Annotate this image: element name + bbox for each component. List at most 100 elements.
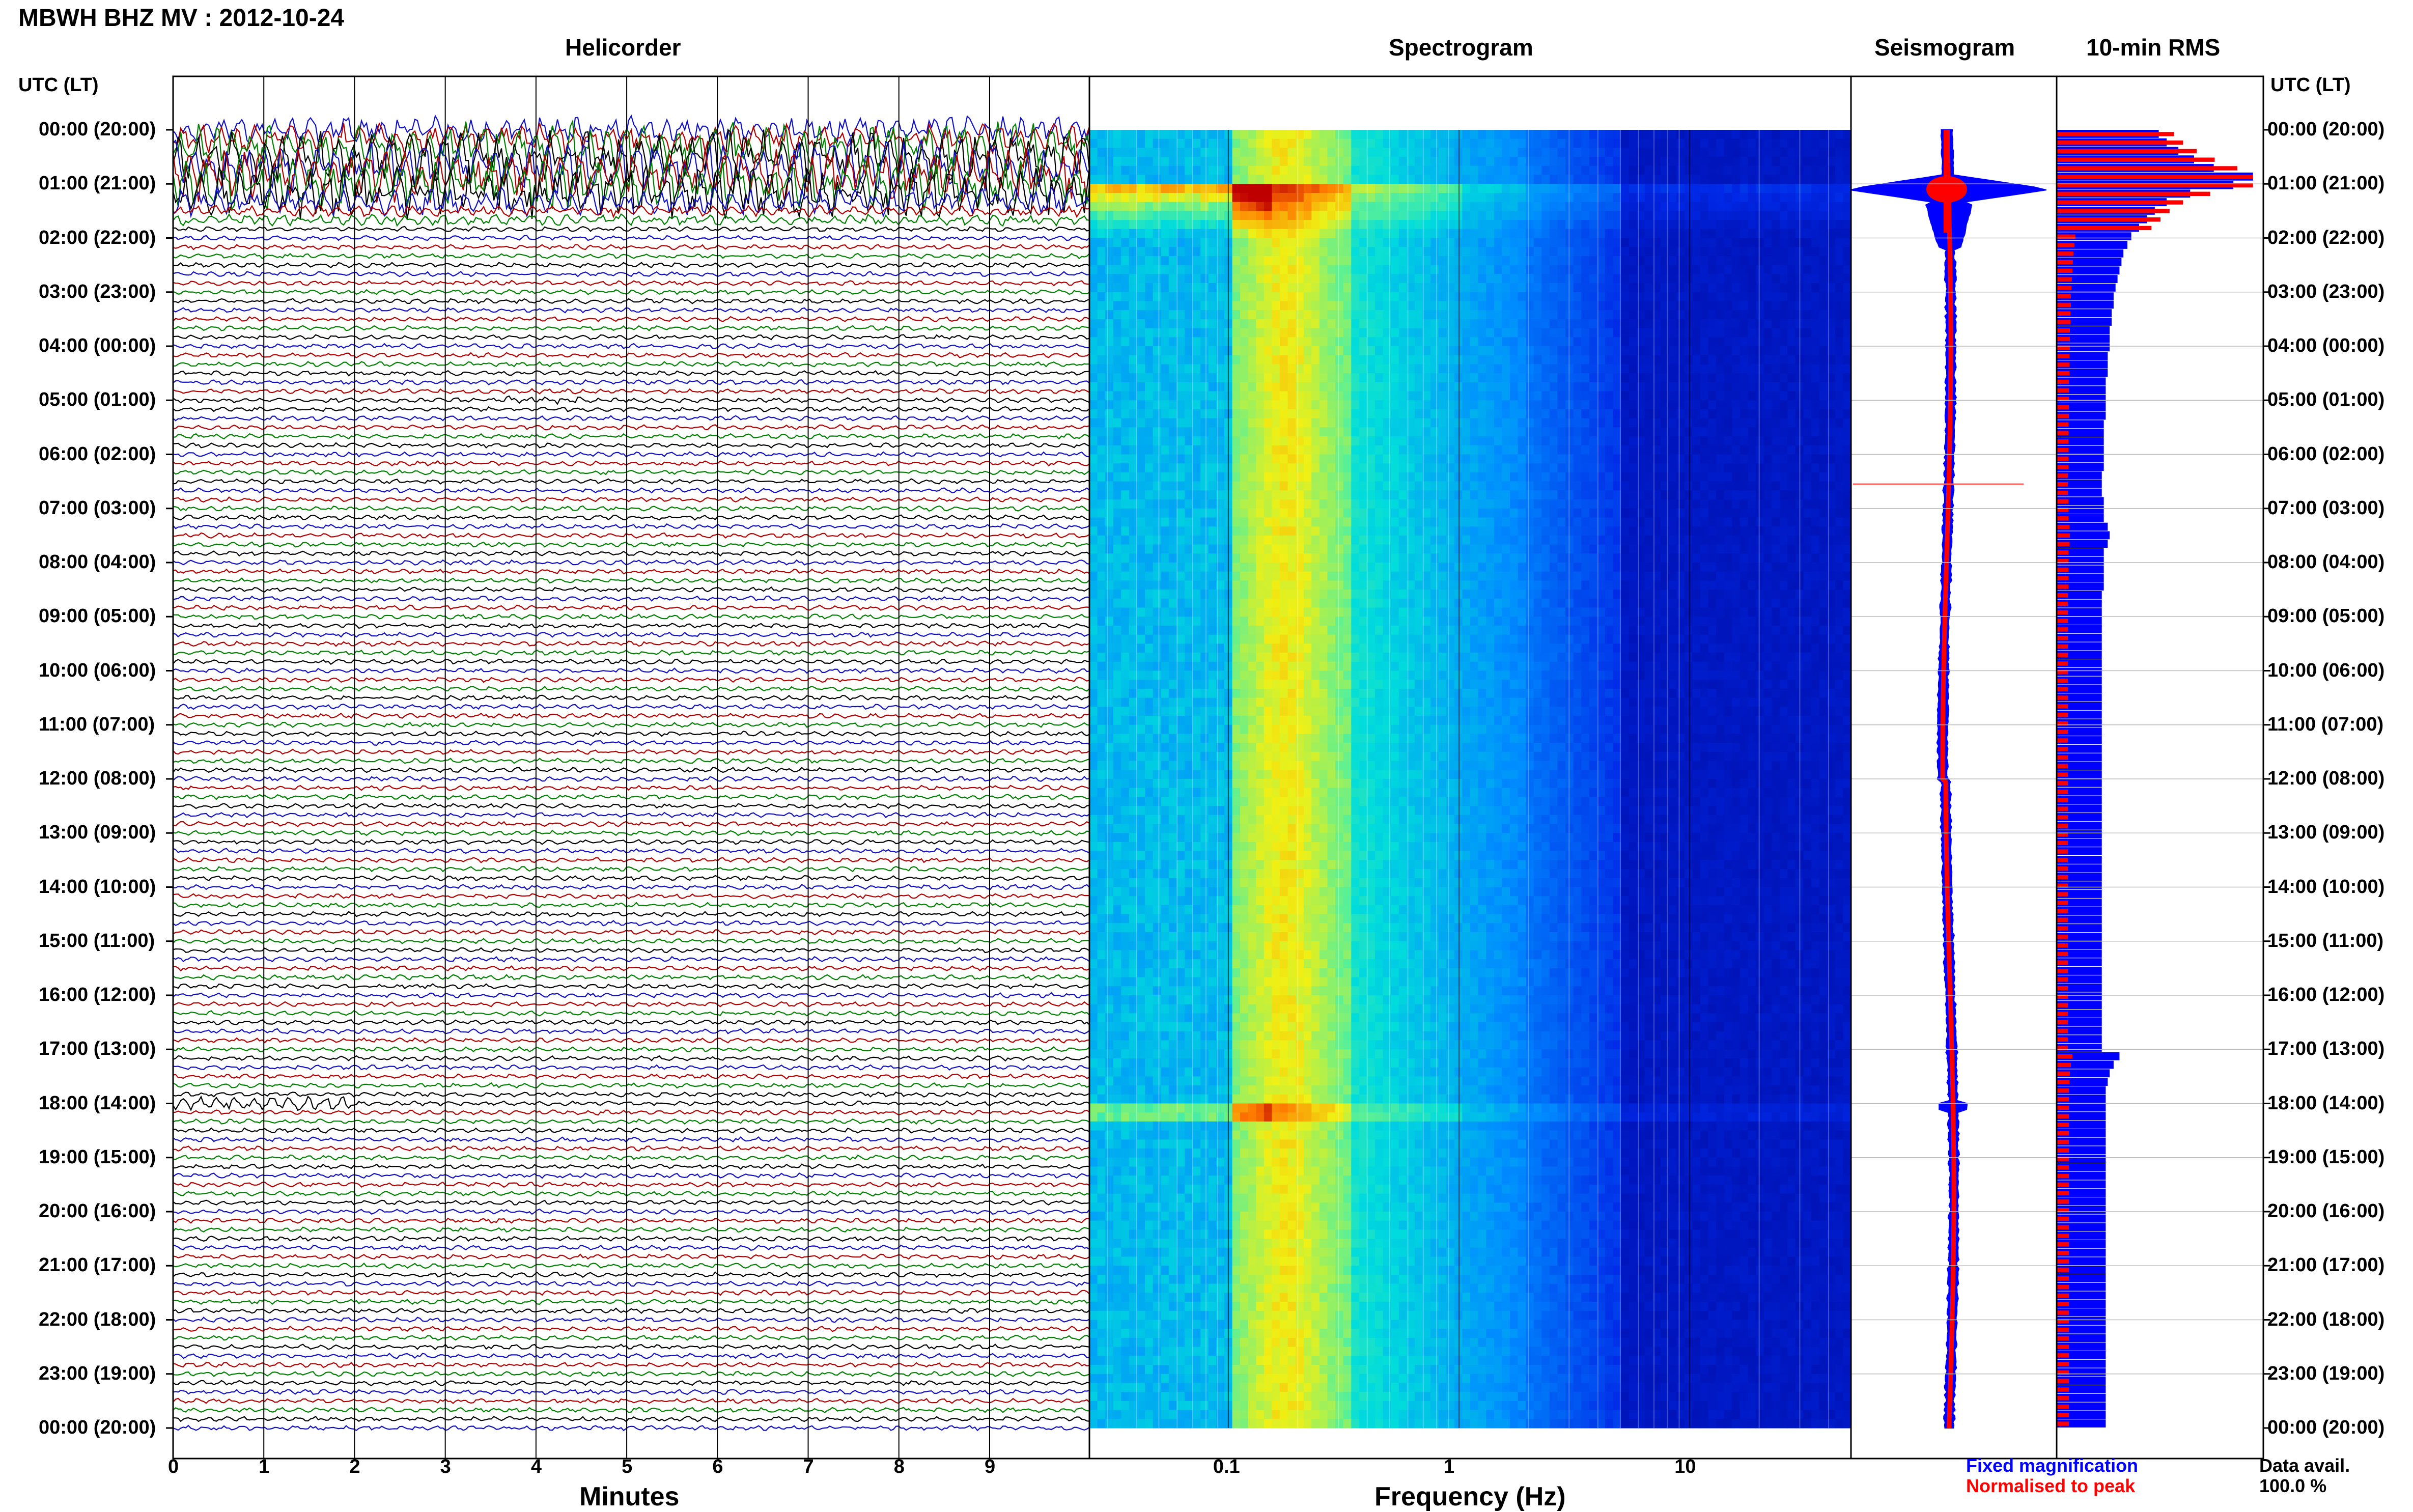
- spectrogram-cell: [1280, 572, 1288, 581]
- spectrogram-cell: [1209, 346, 1217, 355]
- spectrogram-cell: [1169, 175, 1177, 184]
- spectrogram-cell: [1209, 184, 1217, 193]
- spectrogram-cell: [1645, 184, 1653, 193]
- spectrogram-cell: [1708, 256, 1717, 265]
- spectrogram-cell: [1105, 319, 1113, 328]
- spectrogram-cell: [1780, 418, 1788, 428]
- spectrogram-cell: [1550, 274, 1558, 283]
- spectrogram-cell: [1272, 211, 1280, 220]
- spectrogram-cell: [1510, 166, 1518, 175]
- spectrogram-cell: [1550, 319, 1558, 328]
- spectrogram-cell: [1669, 400, 1677, 409]
- spectrogram-cell: [1446, 184, 1454, 193]
- spectrogram-cell: [1502, 518, 1510, 527]
- spectrogram-cell: [1367, 490, 1375, 499]
- spectrogram-cell: [1589, 418, 1597, 428]
- spectrogram-cell: [1518, 175, 1526, 184]
- spectrogram-cell: [1676, 346, 1685, 355]
- spectrogram-cell: [1700, 301, 1708, 311]
- spectrogram-cell: [1351, 265, 1359, 274]
- spectrogram-cell: [1256, 337, 1264, 346]
- spectrogram-cell: [1787, 373, 1795, 382]
- spectrogram-cell: [1669, 509, 1677, 518]
- spectrogram-cell: [1121, 337, 1129, 346]
- spectrogram-cell: [1780, 283, 1788, 292]
- spectrogram-cell: [1288, 130, 1296, 139]
- spectrogram-cell: [1732, 211, 1740, 220]
- spectrogram-cell: [1264, 247, 1272, 256]
- spectrogram-cell: [1430, 455, 1439, 464]
- spectrogram-cell: [1089, 175, 1098, 184]
- spectrogram-cell: [1772, 193, 1780, 202]
- spectrogram-cell: [1153, 175, 1161, 184]
- spectrogram-cell: [1581, 553, 1589, 563]
- spectrogram-cell: [1343, 409, 1352, 418]
- spectrogram-cell: [1375, 463, 1383, 472]
- spectrogram-cell: [1089, 202, 1098, 211]
- spectrogram-cell: [1629, 256, 1637, 265]
- spectrogram-cell: [1462, 202, 1470, 211]
- spectrogram-cell: [1685, 391, 1693, 401]
- spectrogram-cell: [1430, 418, 1439, 428]
- spectrogram-cell: [1375, 482, 1383, 491]
- spectrogram-cell: [1335, 409, 1343, 418]
- spectrogram-cell: [1700, 265, 1708, 274]
- spectrogram-cell: [1692, 499, 1700, 509]
- spectrogram-cell: [1423, 247, 1431, 256]
- spectrogram-cell: [1700, 202, 1708, 211]
- spectrogram-cell: [1446, 509, 1454, 518]
- spectrogram-cell: [1367, 310, 1375, 319]
- spectrogram-cell: [1161, 463, 1169, 472]
- spectrogram-cell: [1708, 166, 1717, 175]
- spectrogram-cell: [1359, 545, 1367, 554]
- spectrogram-cell: [1732, 229, 1740, 238]
- spectrogram-cell: [1502, 274, 1510, 283]
- spectrogram-cell: [1367, 409, 1375, 418]
- spectrogram-cell: [1439, 310, 1447, 319]
- spectrogram-cell: [1375, 455, 1383, 464]
- spectrogram-cell: [1264, 364, 1272, 373]
- spectrogram-cell: [1486, 319, 1494, 328]
- spectrogram-cell: [1113, 256, 1121, 265]
- spectrogram-cell: [1486, 220, 1494, 229]
- spectrogram-cell: [1169, 518, 1177, 527]
- spectrogram-cell: [1756, 455, 1764, 464]
- spectrogram-cell: [1105, 328, 1113, 338]
- spectrogram-cell: [1209, 355, 1217, 365]
- spectrogram-cell: [1676, 256, 1685, 265]
- spectrogram-cell: [1589, 166, 1597, 175]
- spectrogram-cell: [1804, 463, 1812, 472]
- spectrogram-cell: [1335, 427, 1343, 436]
- spectrogram-cell: [1328, 518, 1336, 527]
- spectrogram-cell: [1311, 364, 1320, 373]
- spectrogram-cell: [1446, 175, 1454, 184]
- spectrogram-cell: [1835, 509, 1843, 518]
- spectrogram-cell: [1740, 391, 1748, 401]
- spectrogram-cell: [1296, 455, 1304, 464]
- spectrogram-cell: [1621, 283, 1629, 292]
- spectrogram-cell: [1764, 184, 1772, 193]
- spectrogram-cell: [1819, 346, 1828, 355]
- spectrogram-cell: [1248, 292, 1256, 301]
- spectrogram-cell: [1518, 463, 1526, 472]
- spectrogram-cell: [1772, 220, 1780, 229]
- spectrogram-cell: [1621, 463, 1629, 472]
- spectrogram-cell: [1645, 319, 1653, 328]
- spectrogram-cell: [1320, 526, 1328, 536]
- spectrogram-cell: [1581, 265, 1589, 274]
- spectrogram-cell: [1772, 211, 1780, 220]
- spectrogram-cell: [1772, 166, 1780, 175]
- spectrogram-cell: [1724, 346, 1732, 355]
- spectrogram-cell: [1708, 499, 1717, 509]
- spectrogram-cell: [1193, 545, 1201, 554]
- spectrogram-cell: [1700, 418, 1708, 428]
- spectrogram-cell: [1145, 139, 1153, 148]
- spectrogram-cell: [1415, 184, 1423, 193]
- spectrogram-cell: [1740, 193, 1748, 202]
- spectrogram-cell: [1748, 292, 1756, 301]
- spectrogram-cell: [1716, 130, 1724, 139]
- spectrogram-cell: [1764, 382, 1772, 391]
- spectrogram-cell: [1645, 490, 1653, 499]
- spectrogram-cell: [1526, 148, 1534, 157]
- spectrogram-cell: [1621, 328, 1629, 338]
